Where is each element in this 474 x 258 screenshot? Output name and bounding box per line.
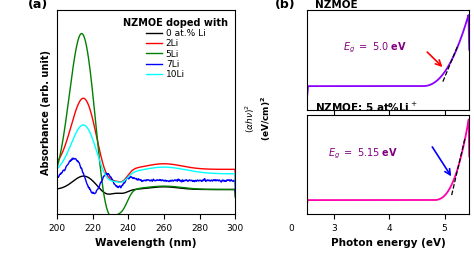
7Li [86, 186, 91, 189]
7Li [54, 187, 60, 190]
5Li [136, 187, 141, 190]
X-axis label: Wavelength (nm): Wavelength (nm) [95, 238, 197, 248]
5Li [100, 188, 106, 191]
7Li [100, 175, 106, 178]
10Li [100, 169, 106, 172]
5Li [54, 181, 60, 184]
2Li [135, 166, 141, 169]
2Li [173, 163, 179, 166]
0 at.% Li [81, 175, 86, 178]
5Li [79, 32, 84, 35]
Text: (a): (a) [28, 0, 48, 11]
0 at.% Li [100, 190, 106, 193]
7Li [233, 191, 238, 194]
0 at.% Li [86, 176, 91, 179]
0 at.% Li [233, 195, 238, 198]
Legend: 0 at.% Li, 2Li, 5Li, 7Li, 10Li: 0 at.% Li, 2Li, 5Li, 7Li, 10Li [120, 15, 231, 82]
0 at.% Li [135, 188, 141, 191]
5Li [189, 187, 195, 190]
10Li [189, 169, 194, 172]
X-axis label: Photon energy (eV): Photon energy (eV) [331, 238, 446, 248]
10Li [54, 182, 60, 185]
Text: (b): (b) [274, 0, 295, 11]
2Li [86, 104, 91, 107]
5Li [160, 185, 165, 188]
10Li [160, 166, 165, 169]
Text: $E_g\ =\ 5.15\ \mathbf{eV}$: $E_g\ =\ 5.15\ \mathbf{eV}$ [328, 147, 398, 161]
Line: 5Li: 5Li [57, 34, 236, 217]
10Li [86, 128, 91, 132]
5Li [174, 185, 180, 188]
Text: NZMOE: 5 at%Li$^+$: NZMOE: 5 at%Li$^+$ [315, 101, 418, 114]
7Li [136, 178, 141, 181]
7Li [92, 192, 98, 195]
0 at.% Li [189, 188, 194, 191]
Y-axis label: Absorbance (arb. unit): Absorbance (arb. unit) [41, 50, 51, 175]
Text: $E_g\ =\ 5.0\ \mathbf{eV}$: $E_g\ =\ 5.0\ \mathbf{eV}$ [343, 41, 407, 55]
Line: 2Li: 2Li [57, 98, 236, 183]
10Li [233, 185, 238, 188]
0 at.% Li [173, 186, 179, 189]
Line: 0 at.% Li: 0 at.% Li [57, 176, 236, 197]
2Li [100, 163, 106, 166]
2Li [160, 162, 165, 165]
Text: $(\alpha h\nu)^2$
$\mathbf{(eV/cm)^2}$: $(\alpha h\nu)^2$ $\mathbf{(eV/cm)^2}$ [244, 96, 273, 141]
5Li [233, 195, 238, 198]
5Li [86, 59, 91, 62]
0 at.% Li [54, 195, 60, 198]
10Li [81, 123, 86, 126]
0 at.% Li [160, 185, 165, 188]
10Li [135, 169, 141, 172]
Text: NZMOE: NZMOE [315, 0, 358, 10]
Line: 10Li: 10Li [57, 125, 236, 187]
7Li [160, 179, 165, 182]
2Li [189, 166, 194, 169]
7Li [189, 179, 195, 182]
7Li [70, 157, 76, 160]
2Li [233, 182, 238, 185]
2Li [54, 177, 60, 180]
10Li [173, 167, 179, 170]
7Li [174, 179, 180, 182]
Text: 0: 0 [288, 224, 294, 233]
5Li [109, 215, 115, 218]
2Li [81, 97, 86, 100]
Line: 7Li: 7Li [57, 158, 236, 194]
